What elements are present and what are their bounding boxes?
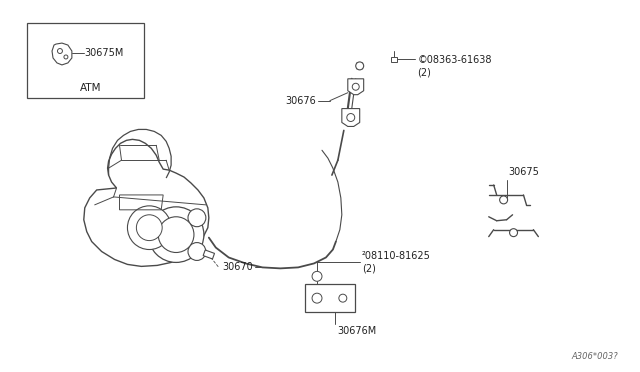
Bar (305, 284, 355, 312)
Text: 30675M: 30675M (84, 48, 124, 58)
Circle shape (158, 217, 194, 253)
Circle shape (136, 215, 162, 241)
Text: 30676: 30676 (285, 96, 316, 106)
Circle shape (64, 55, 68, 59)
Bar (28, 23, 145, 98)
Circle shape (188, 243, 206, 260)
Circle shape (356, 62, 364, 70)
Text: ²08110-81625
(2): ²08110-81625 (2) (362, 251, 431, 274)
Circle shape (127, 206, 171, 250)
Circle shape (500, 196, 508, 204)
Text: 30670: 30670 (223, 262, 253, 272)
Circle shape (312, 293, 322, 303)
Circle shape (352, 83, 359, 90)
Bar (203, 250, 214, 259)
Polygon shape (342, 109, 360, 126)
Circle shape (509, 229, 518, 237)
Polygon shape (348, 79, 364, 95)
Circle shape (58, 48, 63, 54)
Text: ©08363-61638
(2): ©08363-61638 (2) (417, 55, 492, 77)
Circle shape (312, 271, 322, 281)
Text: 30676M: 30676M (337, 326, 376, 336)
Circle shape (347, 113, 355, 122)
Text: 30675: 30675 (509, 167, 540, 177)
Circle shape (148, 207, 204, 262)
Text: A306*003?: A306*003? (571, 352, 618, 361)
Bar (392, 57, 397, 62)
Polygon shape (52, 43, 72, 65)
Text: ATM: ATM (80, 83, 102, 93)
Circle shape (188, 209, 206, 227)
Polygon shape (84, 140, 209, 266)
Circle shape (339, 294, 347, 302)
